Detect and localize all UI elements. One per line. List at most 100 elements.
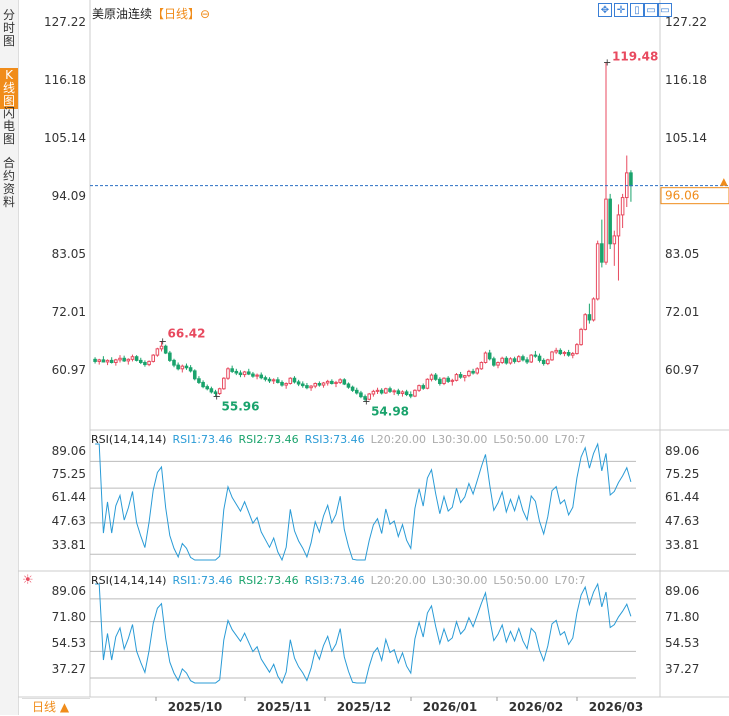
rsi-line-2: [95, 582, 632, 685]
x-label: 2026/03: [589, 700, 643, 714]
rsi-legend-2: RSI(14,14,14) RSI1:73.46 RSI2:73.46 RSI3:73…: [91, 574, 592, 587]
rsi-y-tick-left: 61.44: [52, 490, 86, 504]
candle-body: [267, 378, 272, 382]
candle-body: [176, 364, 180, 370]
candle-body: [417, 385, 421, 391]
rsi3-value: RSI3:73.46: [304, 574, 365, 587]
rsi-y-tick-left: 75.25: [52, 467, 86, 481]
candle-body: [222, 377, 226, 390]
y-tick-right: 105.14: [665, 131, 707, 145]
current-price-label: 96.06: [665, 189, 699, 203]
fullscreen-icon[interactable]: ✥: [598, 3, 612, 17]
candle-body: [413, 389, 417, 397]
candle-body: [454, 374, 459, 381]
settings-icon[interactable]: ▭: [658, 3, 672, 17]
candle-body: [263, 377, 268, 380]
rsi-line-1: [95, 442, 632, 562]
candle-body: [579, 328, 583, 346]
crosshair-icon[interactable]: ✛: [614, 3, 628, 17]
draw-icon[interactable]: ▯: [630, 3, 644, 17]
rsi-y-tick-right: 33.81: [665, 538, 699, 552]
candle-body: [292, 377, 297, 383]
candle-body: [591, 298, 596, 321]
collapse-icon[interactable]: ⊖: [200, 7, 211, 21]
rsi-y-tick-right: 89.06: [665, 444, 699, 458]
y-tick-right: 83.05: [665, 247, 699, 261]
side-tab-3[interactable]: 合约资料: [2, 156, 15, 209]
candle-body: [450, 379, 455, 382]
rsi-y-tick-right: 47.63: [665, 514, 699, 528]
candle-body: [504, 357, 509, 364]
rsi-y-tick-left: 54.53: [52, 636, 86, 650]
candle-body: [330, 380, 334, 384]
indicator-icon[interactable]: ▭: [644, 3, 658, 17]
y-tick-left: 72.01: [52, 305, 86, 319]
y-tick-left: 83.05: [52, 247, 86, 261]
candle-body: [392, 390, 396, 393]
y-tick-left: 60.97: [52, 363, 86, 377]
candle-body: [425, 378, 430, 389]
rsi-param: RSI(14,14,14): [91, 574, 167, 587]
candle-body: [500, 357, 504, 363]
candle-body: [354, 389, 359, 394]
y-tick-right: 72.01: [665, 305, 699, 319]
candle-body: [251, 373, 255, 377]
candle-body: [205, 386, 210, 390]
candle-body: [242, 371, 247, 376]
candle-body: [533, 354, 538, 357]
rsi-y-tick-left: 71.80: [52, 610, 86, 624]
side-tab-2[interactable]: 闪电图: [2, 106, 15, 146]
candle-body: [471, 370, 475, 374]
candle-body: [350, 386, 355, 391]
candle-body: [155, 348, 160, 356]
side-tab-0[interactable]: 分时图: [2, 8, 15, 48]
candle-body: [446, 377, 450, 382]
candle-body: [359, 392, 363, 398]
candle-body: [616, 214, 621, 237]
candle-body: [143, 361, 147, 366]
candle-body: [151, 354, 156, 362]
candle-body: [479, 361, 484, 370]
candle-body: [496, 361, 500, 366]
candle-body: [546, 359, 550, 365]
chart-title: 美原油连续【日线】⊖: [92, 5, 210, 22]
candle-body: [234, 370, 239, 374]
rsi-y-tick-right: 37.27: [665, 662, 699, 676]
y-tick-left: 105.14: [44, 131, 86, 145]
x-label: 2025/11: [257, 700, 311, 714]
y-tick-right: 116.18: [665, 73, 707, 87]
candle-body: [255, 374, 259, 377]
extreme-marker: +: [159, 336, 167, 347]
candle-body: [521, 356, 525, 361]
candle-body: [408, 394, 413, 397]
rsi-y-tick-left: 47.63: [52, 514, 86, 528]
extreme-marker: +: [603, 58, 611, 69]
period-select-button[interactable]: 日线 ▲: [22, 698, 90, 715]
candle-body: [105, 359, 110, 363]
l50-value: L50:50.00: [493, 433, 549, 446]
rsi-param: RSI(14,14,14): [91, 433, 167, 446]
candle-body: [388, 388, 392, 392]
candle-body: [192, 370, 197, 380]
candle-body: [168, 352, 172, 361]
l20-value: L20:20.00: [370, 574, 426, 587]
candle-body: [317, 382, 322, 386]
candle-body: [280, 381, 284, 386]
candle-body: [371, 390, 376, 395]
candle-body: [226, 368, 230, 379]
candle-body: [296, 381, 301, 385]
candle-body: [620, 197, 625, 216]
rsi1-value: RSI1:73.46: [172, 574, 233, 587]
candle-body: [338, 379, 342, 383]
candle-body: [109, 359, 114, 363]
x-label: 2026/01: [423, 700, 477, 714]
rsi-legend-1: RSI(14,14,14) RSI1:73.46 RSI2:73.46 RSI3:73…: [91, 433, 592, 446]
l30-value: L30:30.00: [432, 433, 488, 446]
candle-body: [334, 381, 338, 384]
candle-body: [309, 385, 313, 389]
candle-body: [101, 359, 106, 363]
candle-body: [97, 359, 102, 362]
y-tick-left: 116.18: [44, 73, 86, 87]
candle-body: [321, 382, 326, 386]
